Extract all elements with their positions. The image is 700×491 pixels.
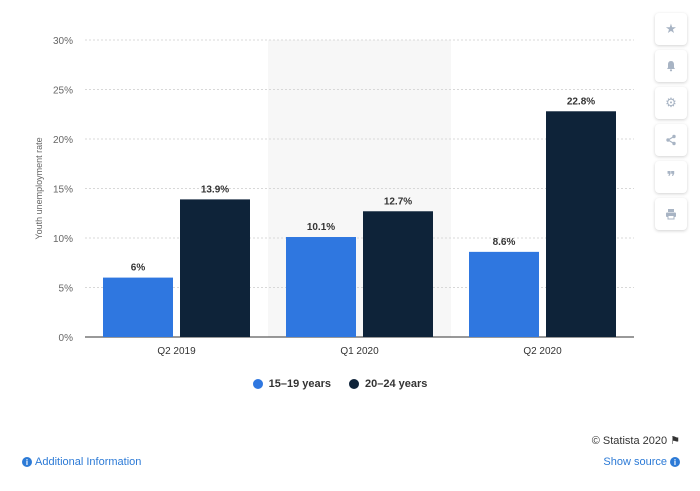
legend-dot-15-19 (252, 379, 263, 389)
print-icon (666, 209, 676, 220)
bell-icon (667, 61, 675, 72)
bar (469, 251, 539, 337)
notification-button[interactable] (655, 50, 687, 82)
y-axis-label: Youth unemployment rate (34, 137, 44, 239)
print-button[interactable] (655, 198, 687, 230)
bar (363, 211, 433, 337)
copyright: © Statista 2020 ⚑ (591, 434, 680, 448)
info-icon: i (22, 457, 32, 467)
y-tick-label: 0% (59, 333, 74, 344)
data-label: 8.6% (493, 237, 516, 248)
data-label: 22.8% (567, 96, 595, 107)
gear-icon: ⚙ (665, 95, 677, 110)
x-tick-label: Q2 2019 (157, 346, 196, 357)
y-tick-label: 20% (53, 135, 73, 146)
bar (180, 199, 250, 337)
bar-chart: 0% 5% 10% 15% 20% 25% 30% Youth unemployment ra… (34, 36, 634, 357)
legend-dot-20-24 (349, 379, 359, 389)
legend-label-15-19: 15–19 years (268, 378, 331, 390)
data-label: 12.7% (384, 196, 412, 207)
data-label: 13.9% (201, 184, 229, 195)
additional-info-link[interactable]: i Additional Information (22, 456, 141, 468)
y-tick-label: 15% (53, 185, 73, 196)
y-tick-label: 30% (53, 36, 73, 47)
quote-icon: ❞ (666, 169, 676, 186)
bar (286, 237, 356, 337)
copyright-text: © Statista 2020 (591, 434, 668, 447)
side-toolbar: ★ ⚙ ❞ (655, 13, 687, 230)
legend: 15–19 years 20–24 years (0, 378, 680, 390)
bar (103, 277, 173, 337)
x-tick-label: Q2 2020 (523, 346, 562, 357)
share-icon (666, 134, 676, 146)
show-source-link[interactable]: Show source i (603, 456, 680, 468)
flag-icon[interactable]: ⚑ (670, 435, 680, 447)
show-source-label: Show source (603, 456, 667, 468)
y-tick-label: 10% (53, 234, 73, 245)
favorite-button[interactable]: ★ (655, 13, 687, 45)
legend-item-20-24[interactable]: 20–24 years (349, 378, 427, 390)
x-tick-label: Q1 2020 (340, 346, 379, 357)
y-tick-label: 25% (53, 86, 73, 97)
data-label: 10.1% (307, 222, 335, 233)
share-button[interactable] (655, 124, 687, 156)
star-icon: ★ (665, 21, 677, 36)
y-tick-label: 5% (59, 284, 74, 295)
bar (546, 111, 616, 337)
additional-info-label: Additional Information (35, 456, 142, 468)
legend-label-20-24: 20–24 years (365, 378, 428, 390)
settings-button[interactable]: ⚙ (655, 87, 687, 119)
cite-button[interactable]: ❞ (655, 161, 687, 193)
legend-item-15-19[interactable]: 15–19 years (252, 378, 331, 390)
data-label: 6% (131, 263, 146, 274)
info-icon: i (670, 457, 680, 467)
